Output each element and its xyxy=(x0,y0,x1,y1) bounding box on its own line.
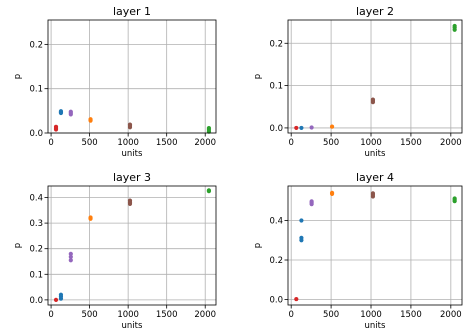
x-tick-label: 500 xyxy=(81,310,97,320)
data-point xyxy=(370,97,376,102)
y-tick-label: 0.0 xyxy=(29,296,43,306)
y-tick-label: 0.1 xyxy=(29,85,43,95)
y-tick-label: 0.0 xyxy=(269,295,283,305)
y-axis-label: p xyxy=(253,74,263,79)
x-tick-label: 0 xyxy=(288,138,293,148)
axes-frame xyxy=(287,19,463,134)
data-point xyxy=(329,190,335,196)
data-point xyxy=(309,199,314,204)
data-point xyxy=(68,254,73,259)
x-tick-label: 500 xyxy=(81,138,97,148)
x-tick-label: 1000 xyxy=(117,310,139,320)
x-tick-label: 1500 xyxy=(156,310,178,320)
x-axis-label: units xyxy=(365,321,386,331)
y-tick-label: 0.4 xyxy=(269,217,283,227)
y-tick-label: 0.2 xyxy=(269,256,283,266)
x-tick-label: 500 xyxy=(323,138,339,148)
subplot-title: layer 1 xyxy=(113,5,151,18)
x-tick-label: 500 xyxy=(323,310,339,320)
data-point xyxy=(370,191,376,196)
axes-frame xyxy=(287,185,463,306)
y-tick-label: 0.2 xyxy=(29,40,43,50)
subplot-4: 0 500 1000 1500 2000 0.0 0.2 0.4 layer 4 units p xyxy=(253,171,463,331)
data-point xyxy=(452,196,457,201)
y-axis-label: p xyxy=(13,243,23,248)
subplot-3: 0 500 1000 1500 2000 0.0 0.1 0.2 0.3 0.4 layer 3 un… xyxy=(13,171,217,331)
subplot-1: 0 500 1000 1500 2000 0.0 0.1 0.2 layer 1 units p xyxy=(13,5,217,159)
y-tick-label: 0.2 xyxy=(269,39,283,49)
x-tick-label: 2000 xyxy=(194,138,216,148)
data-point xyxy=(68,258,73,263)
y-tick-label: 0.3 xyxy=(29,219,43,229)
x-axis-label: units xyxy=(365,149,386,159)
x-tick-label: 1000 xyxy=(117,138,139,148)
y-tick-label: 0.0 xyxy=(29,129,43,139)
y-tick-label: 0.1 xyxy=(29,270,43,280)
data-point xyxy=(58,292,64,297)
y-tick-label: 0.2 xyxy=(29,245,43,255)
data-point xyxy=(68,109,73,114)
data-point xyxy=(452,23,457,29)
x-axis-label: units xyxy=(122,149,143,159)
subplot-title: layer 2 xyxy=(356,5,394,18)
x-tick-label: 2000 xyxy=(440,310,462,320)
axes-frame xyxy=(47,19,217,134)
data-point xyxy=(127,198,133,203)
data-point xyxy=(329,124,335,129)
x-tick-label: 0 xyxy=(48,310,53,320)
x-tick-label: 1000 xyxy=(360,310,382,320)
data-point xyxy=(53,297,59,302)
y-axis-label: p xyxy=(253,243,263,248)
y-tick-label: 0.0 xyxy=(269,124,283,134)
data-point xyxy=(294,296,299,302)
x-tick-label: 0 xyxy=(288,310,293,320)
data-point xyxy=(309,125,314,130)
data-point xyxy=(53,124,59,129)
x-axis-label: units xyxy=(122,321,143,331)
x-tick-label: 1500 xyxy=(400,310,422,320)
x-tick-label: 0 xyxy=(48,138,53,148)
data-point xyxy=(68,251,73,256)
y-tick-label: 0.1 xyxy=(269,82,283,92)
data-point xyxy=(206,188,212,193)
subplot-2: 0 500 1000 1500 2000 0.0 0.1 0.2 layer 2 units p xyxy=(253,5,463,159)
data-point xyxy=(299,235,304,241)
data-point xyxy=(299,218,304,223)
x-tick-label: 1000 xyxy=(360,138,382,148)
x-tick-label: 1500 xyxy=(156,138,178,148)
data-point xyxy=(88,215,93,220)
data-point xyxy=(88,117,93,122)
data-point xyxy=(299,125,304,131)
data-point xyxy=(294,125,299,131)
x-tick-label: 2000 xyxy=(194,310,216,320)
data-point xyxy=(206,126,212,131)
y-tick-label: 0.4 xyxy=(29,194,43,204)
data-point xyxy=(58,109,64,114)
axes-frame xyxy=(47,185,217,306)
data-point xyxy=(127,122,133,127)
x-tick-label: 2000 xyxy=(440,138,462,148)
y-axis-label: p xyxy=(13,74,23,79)
subplot-title: layer 4 xyxy=(356,171,394,184)
x-tick-label: 1500 xyxy=(400,138,422,148)
subplot-title: layer 3 xyxy=(113,171,151,184)
